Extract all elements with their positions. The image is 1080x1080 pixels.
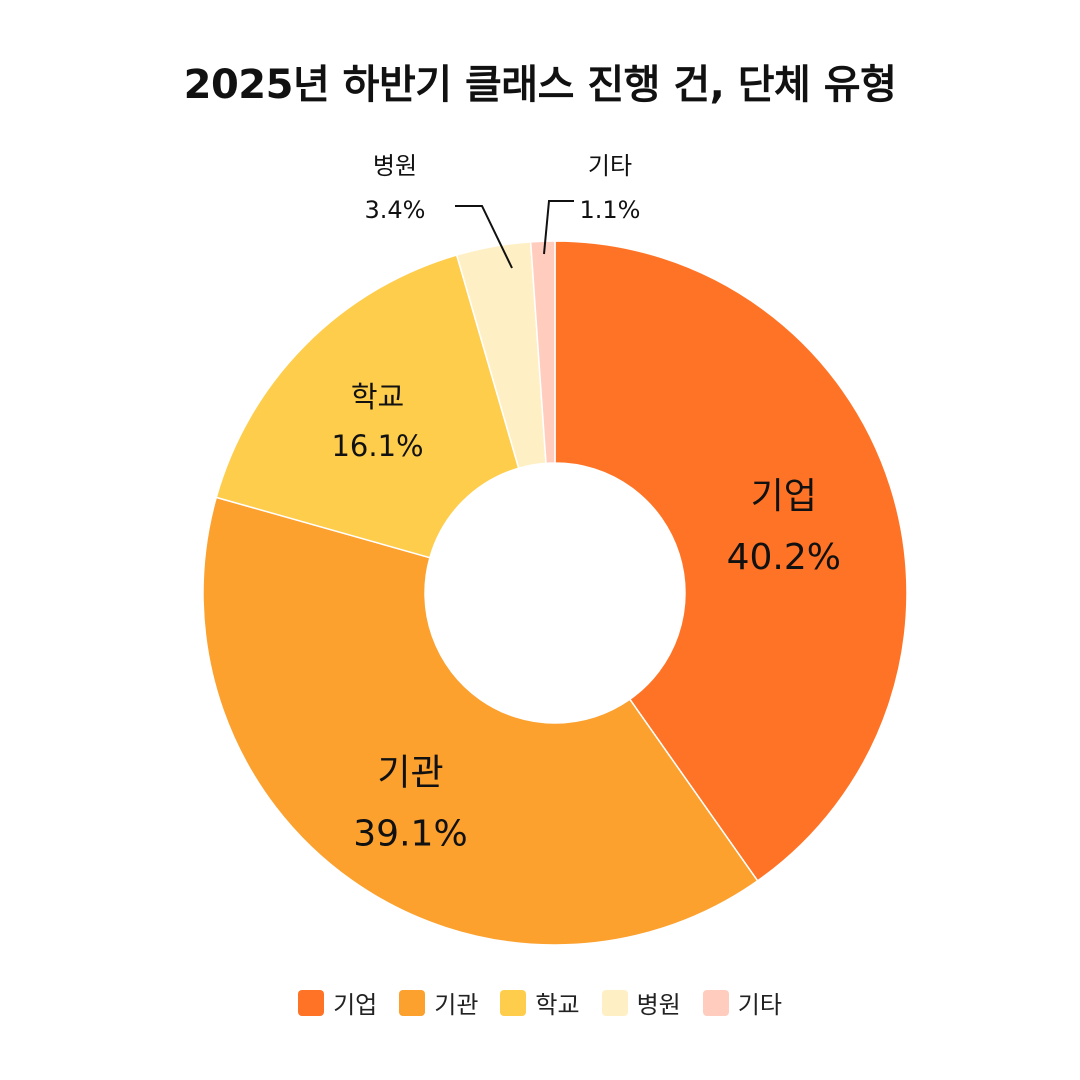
slice-percent-3: 16.1% (331, 429, 423, 463)
legend-swatch (399, 989, 426, 1016)
slice-percent-1: 40.2% (727, 537, 841, 578)
legend-item-4: 병원 (601, 985, 681, 1020)
legend: 기업 기관 학교 병원 기타 (0, 985, 1080, 1020)
legend-item-1: 기업 (298, 985, 377, 1020)
legend-label: 기타 (737, 991, 782, 1019)
legend-label: 병원 (636, 991, 681, 1019)
slice-label-1: 기업 (751, 476, 817, 517)
slice-percent-4: 3.4% (365, 196, 426, 224)
legend-item-5: 기타 (702, 985, 782, 1020)
slice-5 (529, 240, 556, 465)
slice-2 (202, 496, 759, 946)
legend-label: 학교 (535, 991, 580, 1019)
slice-1 (554, 240, 908, 882)
legend-label: 기업 (333, 991, 378, 1019)
slice-label-2: 기관 (377, 752, 443, 793)
slice-3 (215, 254, 520, 559)
legend-label: 기관 (434, 991, 479, 1019)
slice-label-4: 병원 (373, 152, 417, 180)
leader-line-5 (543, 200, 574, 255)
legend-swatch (702, 989, 729, 1016)
legend-item-3: 학교 (500, 985, 580, 1020)
slice-label-5: 기타 (588, 152, 632, 180)
slice-percent-5: 1.1% (580, 196, 641, 224)
legend-item-2: 기관 (399, 985, 478, 1020)
chart-title: 2025년 하반기 클래스 진행 건, 단체 유형 (183, 62, 897, 108)
labels-group: 기업 40.2% 기관 39.1% 학교 16.1% 병원 3.4% 기타 1.1% (331, 152, 841, 855)
slice-label-3: 학교 (351, 380, 404, 414)
slices-group (202, 240, 908, 946)
legend-swatch (298, 989, 325, 1016)
leader-line-4 (455, 205, 513, 269)
legend-swatch (500, 989, 527, 1016)
legend-swatch (601, 989, 628, 1016)
slice-percent-2: 39.1% (353, 814, 467, 855)
